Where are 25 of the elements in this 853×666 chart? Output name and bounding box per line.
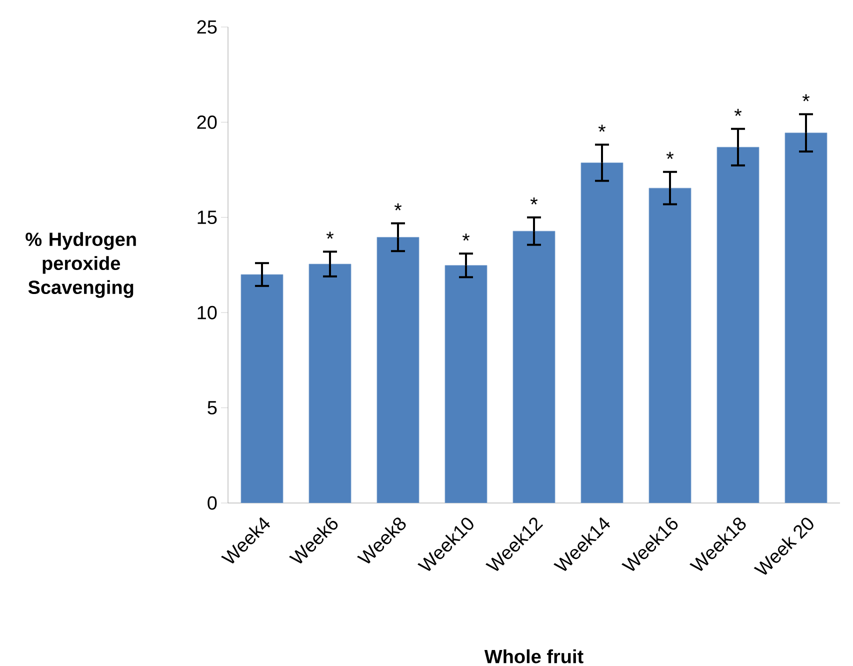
bar — [444, 265, 488, 503]
x-axis-title: Whole fruit — [484, 649, 584, 664]
bar — [784, 132, 828, 503]
annotation: * — [462, 234, 470, 241]
y-tick-label: 25 — [197, 20, 217, 34]
bar — [240, 274, 284, 503]
annotation: * — [734, 108, 742, 116]
bar — [376, 237, 420, 503]
y-tick-label: 5 — [208, 401, 217, 414]
bar — [716, 146, 760, 503]
bar — [648, 188, 692, 503]
y-tick-label: 0 — [208, 496, 217, 510]
bar — [512, 230, 556, 503]
annotation: * — [326, 232, 334, 239]
annotation: * — [530, 197, 538, 204]
annotation: * — [802, 94, 810, 102]
bar — [308, 264, 352, 503]
y-tick-label: 20 — [197, 115, 217, 129]
y-axis-title: % Hydrogen peroxide Scavenging — [26, 232, 136, 298]
bar — [580, 162, 624, 503]
y-tick-label: 10 — [198, 306, 217, 320]
annotation: * — [394, 203, 402, 210]
annotation: * — [598, 124, 606, 132]
annotation: * — [666, 152, 674, 159]
y-tick-label: 15 — [198, 210, 217, 224]
